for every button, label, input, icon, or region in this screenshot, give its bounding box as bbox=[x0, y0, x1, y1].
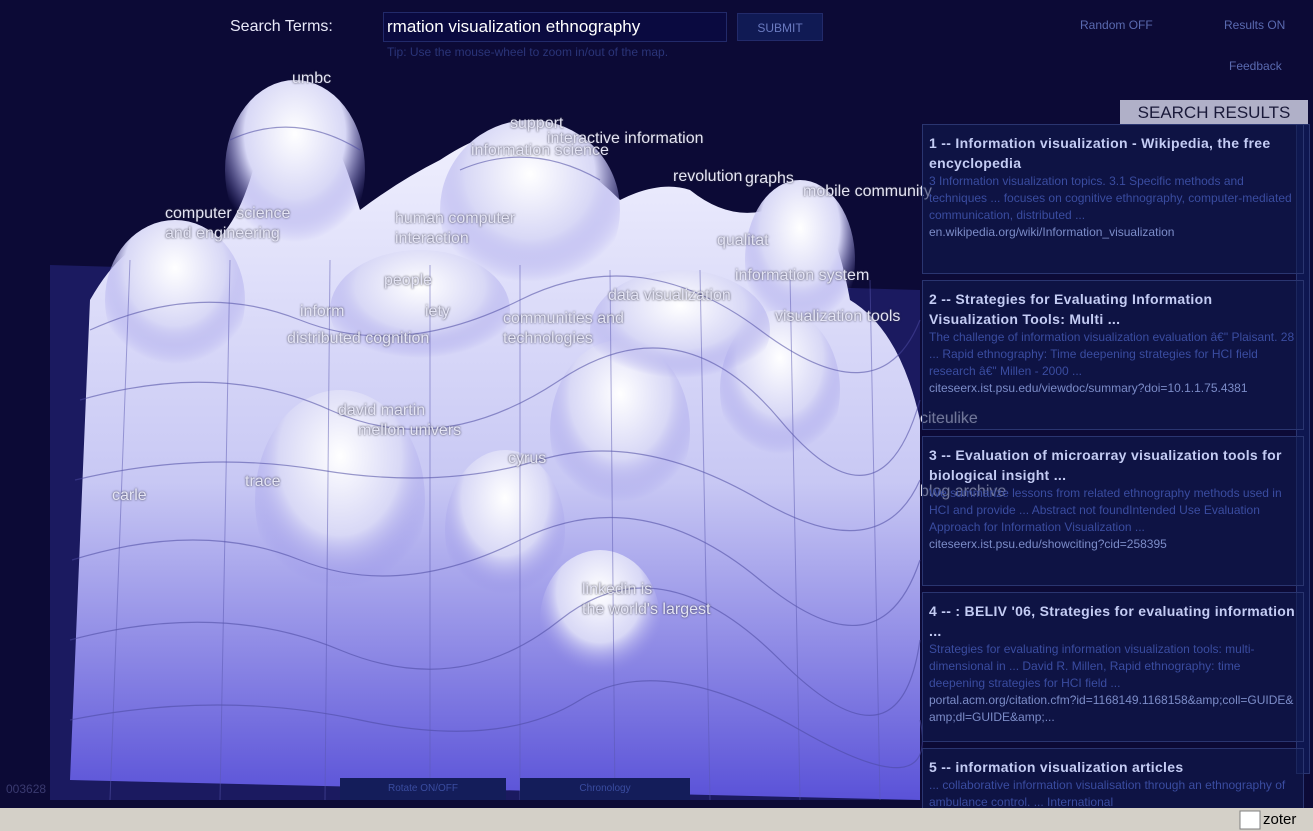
result-title: 4 -- : BELIV '06, Strategies for evaluat… bbox=[929, 603, 1296, 639]
result-url: citeseerx.ist.psu.edu/showciting?cid=258… bbox=[929, 537, 1167, 551]
search-label: Search Terms: bbox=[230, 18, 333, 35]
results-heading: SEARCH RESULTS bbox=[1120, 100, 1308, 125]
result-title: 1 -- Information visualization - Wikiped… bbox=[929, 135, 1271, 171]
submit-button[interactable]: SUBMIT bbox=[737, 13, 823, 41]
map-label: graphs bbox=[745, 170, 794, 187]
map-label: trace bbox=[245, 473, 281, 490]
map-label: interactive information bbox=[547, 130, 704, 147]
map-label: mellon univers bbox=[358, 422, 462, 439]
map-label: the world's largest bbox=[582, 601, 711, 618]
result-item[interactable]: 2 -- Strategies for Evaluating Informati… bbox=[922, 280, 1304, 430]
map-label: linkedin is bbox=[582, 581, 653, 598]
terrain-surface bbox=[70, 93, 920, 801]
result-snippet: We summarize lessons from related ethnog… bbox=[929, 486, 1282, 534]
result-title: 3 -- Evaluation of microarray visualizat… bbox=[929, 447, 1282, 483]
result-title: 5 -- information visualization articles bbox=[929, 759, 1184, 775]
map-label: carle bbox=[112, 487, 147, 504]
map-label: umbc bbox=[292, 70, 332, 87]
chronology-button[interactable]: Chronology bbox=[520, 778, 690, 800]
results-toggle[interactable]: Results ON bbox=[1224, 18, 1286, 32]
map-label: information science bbox=[471, 142, 609, 159]
result-item[interactable]: 3 -- Evaluation of microarray visualizat… bbox=[922, 436, 1304, 586]
map-label: people bbox=[384, 272, 433, 289]
status-text: zoter bbox=[1263, 811, 1297, 828]
map-label: technologies bbox=[503, 330, 593, 347]
status-icon bbox=[1239, 810, 1261, 830]
map-label: iety bbox=[425, 303, 450, 320]
search-input[interactable]: rmation visualization ethnography bbox=[383, 12, 727, 42]
results-list: 1 -- Information visualization - Wikiped… bbox=[922, 124, 1304, 808]
map-label: information system bbox=[735, 267, 870, 284]
map-label: inform bbox=[300, 303, 345, 320]
map-label: support bbox=[510, 115, 564, 132]
result-snippet: 3 Information visualization topics. 3.1 … bbox=[929, 174, 1292, 222]
map-label: communities and bbox=[503, 310, 624, 327]
result-snippet: Strategies for evaluating information vi… bbox=[929, 642, 1255, 690]
map-label: and engineering bbox=[165, 225, 280, 242]
map-label: qualitat bbox=[717, 232, 769, 249]
map-label: cyrus bbox=[508, 450, 547, 467]
tip: Tip: Use the mouse-wheel to zoom in/out … bbox=[387, 45, 669, 59]
map-label: human computer bbox=[395, 210, 516, 227]
result-url: en.wikipedia.org/wiki/Information_visual… bbox=[929, 225, 1175, 239]
map-label: visualization tools bbox=[775, 308, 901, 325]
result-item[interactable]: 1 -- Information visualization - Wikiped… bbox=[922, 124, 1304, 274]
result-item[interactable]: 5 -- information visualization articles.… bbox=[922, 748, 1304, 808]
result-snippet: ... collaborative information visualisat… bbox=[929, 778, 1286, 808]
map-label: data visualization bbox=[608, 287, 731, 304]
result-title: 2 -- Strategies for Evaluating Informati… bbox=[929, 291, 1213, 327]
result-snippet: The challenge of information visualizati… bbox=[929, 330, 1295, 378]
status-bar bbox=[0, 808, 1313, 831]
vertical-grid bbox=[109, 259, 881, 801]
contour-lines bbox=[69, 126, 924, 769]
peaks bbox=[105, 80, 855, 690]
map-label: revolution bbox=[673, 168, 743, 185]
feedback-link[interactable]: Feedback bbox=[1229, 59, 1282, 73]
random-toggle[interactable]: Random OFF bbox=[1080, 18, 1153, 32]
counter: 003628 bbox=[6, 782, 47, 796]
result-url: citeseerx.ist.psu.edu/viewdoc/summary?do… bbox=[929, 381, 1248, 395]
map-label: distributed cognition bbox=[287, 330, 430, 347]
map-label: mobile community bbox=[803, 183, 932, 200]
map-label: computer science bbox=[165, 205, 291, 222]
rotate-button[interactable]: Rotate ON/OFF bbox=[340, 778, 506, 800]
map-label: david martin bbox=[338, 402, 426, 419]
result-item[interactable]: 4 -- : BELIV '06, Strategies for evaluat… bbox=[922, 592, 1304, 742]
result-url: portal.acm.org/citation.cfm?id=1168149.1… bbox=[929, 693, 1294, 724]
map-label: interaction bbox=[395, 230, 469, 247]
